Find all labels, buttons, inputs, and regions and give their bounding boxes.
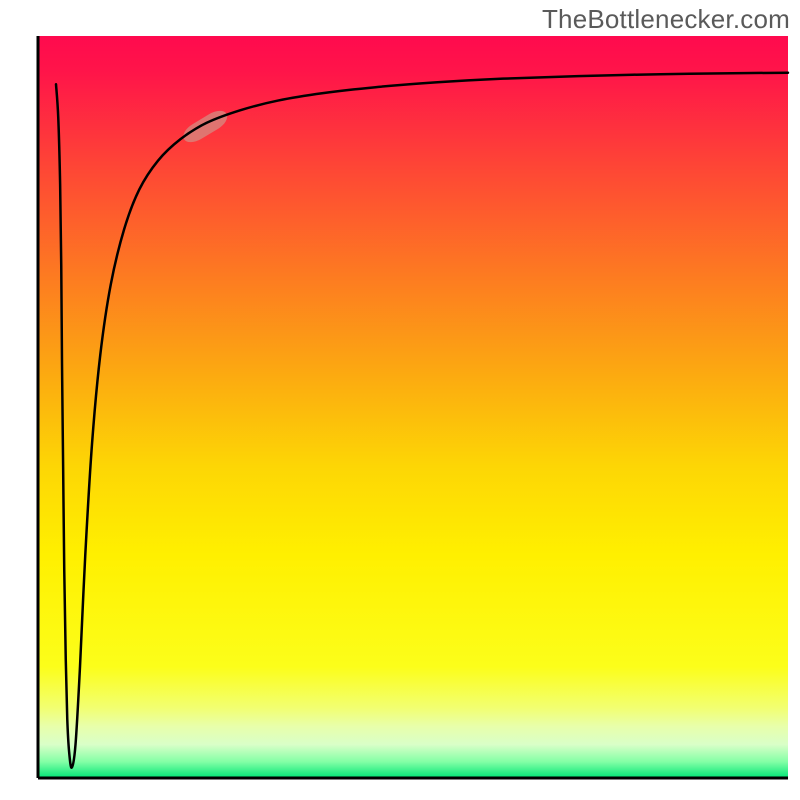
plot-background-gradient bbox=[38, 36, 788, 778]
chart-svg bbox=[0, 0, 800, 800]
chart-container: TheBottlenecker.com bbox=[0, 0, 800, 800]
watermark-text: TheBottlenecker.com bbox=[542, 4, 790, 35]
